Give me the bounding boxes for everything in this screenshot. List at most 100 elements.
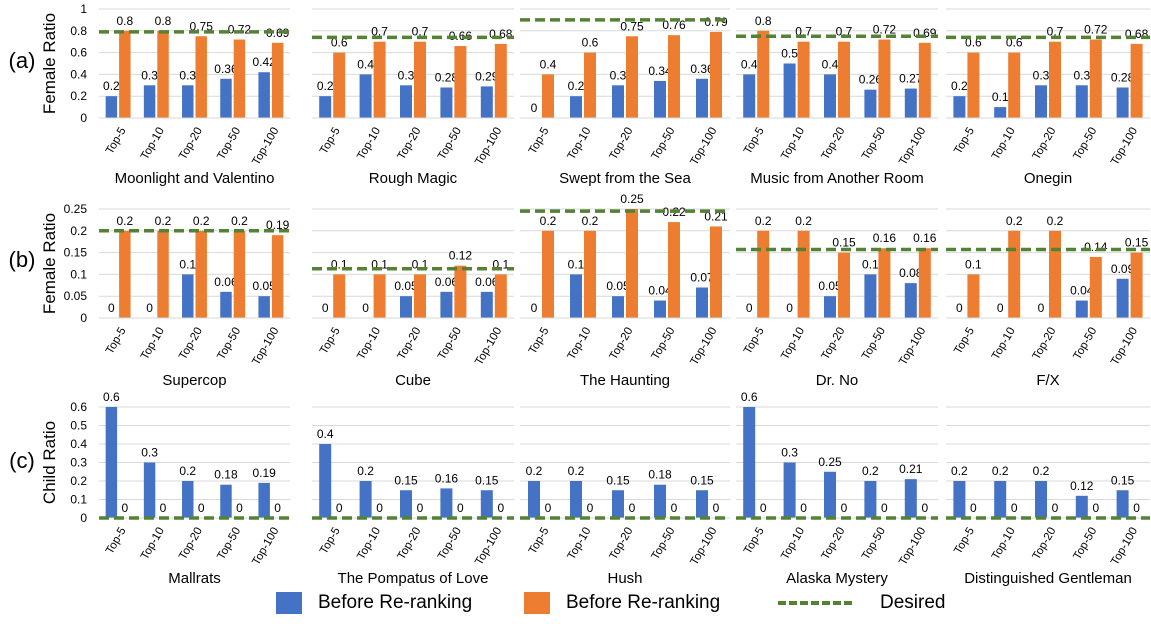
data-label: 0 bbox=[531, 101, 538, 115]
x-tick-label: Top-50 bbox=[215, 126, 243, 162]
data-label: 0.16 bbox=[873, 231, 897, 245]
data-label: 0.2 bbox=[568, 464, 585, 478]
bar-after bbox=[542, 230, 554, 318]
data-label: 0.2 bbox=[1047, 214, 1064, 228]
bar-before bbox=[182, 274, 194, 318]
data-label: 0.76 bbox=[662, 18, 686, 32]
data-label: 0 bbox=[970, 501, 977, 515]
panel-title: Rough Magic bbox=[369, 170, 458, 187]
data-label: 0 bbox=[587, 501, 594, 515]
x-tick-label: Top-5 bbox=[527, 526, 552, 557]
data-label: 0.08 bbox=[899, 266, 923, 280]
data-label: 0 bbox=[1011, 501, 1018, 515]
bar-after bbox=[157, 230, 169, 318]
data-label: 0.1 bbox=[965, 257, 982, 271]
data-label: 0 bbox=[1092, 501, 1099, 515]
x-tick-label: Top-10 bbox=[990, 125, 1018, 161]
data-label: 0 bbox=[1038, 301, 1045, 315]
bar-after bbox=[1130, 43, 1143, 118]
x-tick-label: Top-5 bbox=[104, 126, 129, 157]
data-label: 0.8 bbox=[755, 14, 772, 28]
data-label: 0.6 bbox=[582, 36, 599, 50]
data-label: 0.5 bbox=[781, 47, 798, 61]
y-tick-label: 0.2 bbox=[70, 224, 87, 238]
bar-after bbox=[195, 230, 207, 318]
bar-after bbox=[918, 248, 931, 318]
bar-before bbox=[1075, 495, 1088, 518]
chart-music-from-another-room: 0.40.8Top-50.50.7Top-100.40.7Top-200.260… bbox=[736, 8, 938, 187]
bar-before bbox=[480, 490, 493, 518]
x-tick-label: Top-100 bbox=[897, 326, 928, 368]
y-tick-label: 0.2 bbox=[70, 89, 87, 103]
data-label: 0 bbox=[545, 501, 552, 515]
bar-before bbox=[528, 481, 540, 518]
data-label: 0.15 bbox=[606, 473, 630, 487]
bar-after bbox=[271, 235, 284, 318]
y-tick-label: 0.4 bbox=[70, 67, 87, 81]
bar-before bbox=[654, 80, 666, 118]
bar-before bbox=[696, 78, 708, 118]
data-label: 0.36 bbox=[690, 62, 714, 76]
data-label: 0.15 bbox=[690, 473, 714, 487]
x-tick-label: Top-20 bbox=[177, 526, 205, 562]
bar-after bbox=[233, 39, 246, 118]
y-tick-label: 0.4 bbox=[70, 437, 87, 451]
bar-before bbox=[864, 481, 877, 518]
data-label: 0.2 bbox=[951, 79, 968, 93]
data-label: 0.26 bbox=[859, 73, 883, 87]
data-label: 0.72 bbox=[1084, 23, 1108, 37]
data-label: 0.8 bbox=[155, 14, 172, 28]
x-tick-label: Top-10 bbox=[566, 126, 594, 162]
data-label: 0.6 bbox=[331, 36, 348, 50]
bar-before bbox=[143, 85, 156, 118]
data-label: 0.07 bbox=[690, 270, 714, 284]
data-label: 0.79 bbox=[704, 15, 728, 29]
data-label: 0 bbox=[121, 501, 128, 515]
bar-before bbox=[696, 287, 708, 318]
data-label: 0.2 bbox=[103, 79, 120, 93]
data-label: 0 bbox=[1133, 501, 1140, 515]
data-label: 0.06 bbox=[214, 275, 238, 289]
x-tick-label: Top-10 bbox=[779, 526, 807, 562]
data-label: 0.1 bbox=[992, 90, 1009, 104]
x-tick-label: Top-100 bbox=[897, 126, 928, 168]
data-label: 0.04 bbox=[648, 284, 672, 298]
panel-title: Hush bbox=[607, 570, 642, 587]
data-label: 0.28 bbox=[1111, 70, 1135, 84]
bar-after bbox=[797, 41, 810, 119]
data-label: 0.2 bbox=[862, 464, 879, 478]
data-label: 0.4 bbox=[317, 427, 334, 441]
chart-cube: 00.1Top-500.1Top-100.050.1Top-200.060.12… bbox=[312, 208, 514, 389]
bar-before bbox=[783, 63, 796, 118]
chart-f-x: 00.1Top-500.2Top-1000.2Top-200.040.14Top… bbox=[946, 208, 1150, 389]
bar-after bbox=[233, 230, 246, 318]
data-label: 0.2 bbox=[526, 464, 543, 478]
x-tick-label: Top-5 bbox=[742, 126, 767, 157]
data-label: 0 bbox=[362, 301, 369, 315]
y-tick-label: 0 bbox=[80, 311, 87, 325]
bar-after bbox=[1049, 230, 1061, 318]
x-tick-label: Top-100 bbox=[1109, 326, 1140, 368]
data-label: 0.2 bbox=[795, 214, 812, 228]
data-label: 0.8 bbox=[116, 14, 133, 28]
y-axis-label: Child Ratio bbox=[40, 421, 59, 504]
x-tick-label: Top-5 bbox=[952, 126, 977, 157]
data-label: 0 bbox=[746, 301, 753, 315]
panel-title: Distinguished Gentleman bbox=[964, 570, 1132, 587]
data-label: 0.2 bbox=[231, 214, 248, 228]
chart-the-pompatus-of-love: 0.4 0 Top-5 0.2 0 Top-10 0.15 0 Top-20 0.16 0 Top-5… bbox=[312, 406, 514, 587]
bar-before bbox=[612, 296, 624, 318]
bar-before bbox=[570, 96, 582, 118]
bar-before bbox=[319, 96, 332, 118]
bar-after bbox=[1130, 252, 1143, 318]
data-label: 0.1 bbox=[568, 257, 585, 271]
x-tick-label: Top-5 bbox=[742, 326, 767, 357]
data-label: 0 bbox=[497, 501, 504, 515]
bar-before bbox=[994, 107, 1007, 118]
data-label: 0.05 bbox=[818, 279, 842, 293]
bar-after bbox=[1008, 52, 1021, 118]
data-label: 0.4 bbox=[741, 57, 758, 71]
chart-mallrats: 0 0.1 0.2 0.3 0.4 0.5 0.6 Child Ratio (c) 0.6 0 Top… bbox=[9, 390, 290, 587]
bar-before bbox=[864, 89, 877, 118]
data-label: 0 bbox=[1052, 501, 1059, 515]
